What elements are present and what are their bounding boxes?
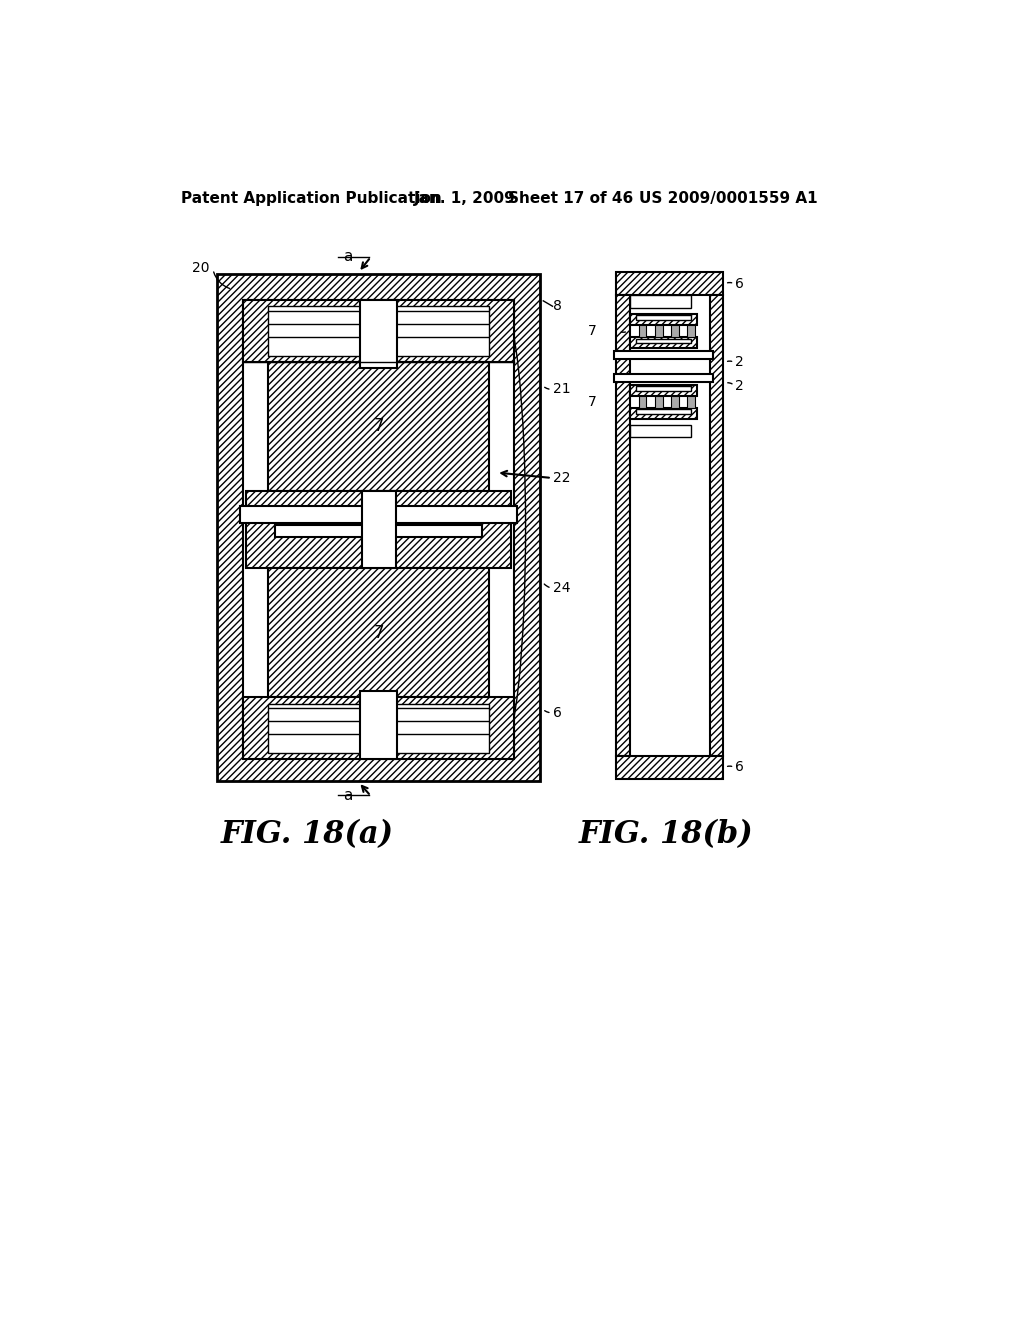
Bar (687, 396, 695, 408)
Bar (267, 568, 489, 697)
Bar (614, 374, 713, 381)
Bar (243, 300, 266, 755)
Text: 6: 6 (553, 706, 561, 719)
Text: US 2009/0001559 A1: US 2009/0001559 A1 (639, 191, 817, 206)
Text: 21: 21 (553, 383, 570, 396)
Text: FIG. 18(b): FIG. 18(b) (579, 818, 753, 850)
Text: 24: 24 (553, 581, 570, 595)
Bar (615, 756, 724, 779)
Text: 22: 22 (553, 471, 570, 484)
Bar (630, 296, 691, 308)
Bar (615, 296, 630, 756)
Bar (243, 300, 514, 755)
Bar (267, 362, 489, 491)
Bar (243, 697, 514, 759)
Bar (639, 396, 646, 408)
Bar (636, 387, 691, 391)
Bar (217, 275, 541, 780)
Bar (671, 325, 679, 337)
Bar (361, 491, 396, 568)
Bar (671, 396, 679, 408)
Bar (639, 325, 646, 337)
Bar (636, 409, 691, 414)
Bar (240, 507, 517, 524)
Text: Sheet 17 of 46: Sheet 17 of 46 (508, 191, 633, 206)
Bar (710, 296, 724, 756)
Text: 8: 8 (553, 300, 561, 313)
Text: 7: 7 (374, 417, 384, 436)
Bar (360, 692, 397, 759)
Text: a: a (343, 249, 352, 264)
Text: 7: 7 (588, 395, 596, 409)
Bar (636, 339, 691, 343)
Text: 6: 6 (735, 760, 743, 775)
Bar (614, 351, 713, 359)
Bar (655, 325, 663, 337)
Text: 2: 2 (735, 355, 743, 370)
Text: FIG. 18(a): FIG. 18(a) (221, 818, 394, 850)
Bar (655, 396, 663, 408)
Text: Patent Application Publication: Patent Application Publication (180, 191, 441, 206)
Bar (615, 272, 724, 296)
Text: 20: 20 (193, 261, 210, 275)
Text: 7: 7 (374, 624, 384, 642)
Bar (267, 704, 489, 752)
Text: 2: 2 (735, 379, 743, 392)
Text: 7: 7 (588, 323, 596, 338)
Bar (243, 300, 514, 362)
Bar (630, 425, 691, 437)
Bar (630, 408, 697, 418)
Text: 6: 6 (735, 277, 743, 290)
Bar (630, 385, 697, 396)
Bar (687, 325, 695, 337)
Bar (267, 306, 489, 355)
Text: a: a (343, 788, 352, 803)
Bar (630, 314, 697, 325)
Bar (275, 525, 481, 537)
Bar (490, 300, 514, 755)
Bar (630, 337, 697, 348)
Bar (246, 491, 511, 568)
Text: Jan. 1, 2009: Jan. 1, 2009 (414, 191, 516, 206)
Bar (636, 315, 691, 321)
Bar (360, 300, 397, 368)
